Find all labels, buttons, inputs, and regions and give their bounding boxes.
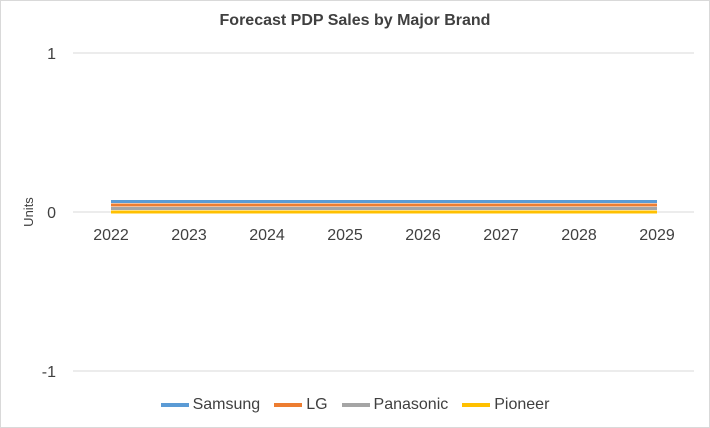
y-tick-label: 1 (47, 46, 56, 63)
legend-label: Samsung (192, 396, 261, 413)
chart-legend: Samsung LG Panasonic Pioneer (0, 394, 710, 416)
y-axis-label: Units (21, 197, 36, 227)
legend-swatch (341, 403, 370, 407)
legend-label: Pioneer (494, 396, 550, 413)
x-tick-label: 2029 (639, 227, 675, 244)
chart-title: Forecast PDP Sales by Major Brand (219, 12, 491, 29)
legend-swatch (274, 403, 303, 407)
legend-item-lg: LG (274, 396, 328, 414)
x-tick-label: 2028 (561, 227, 597, 244)
x-tick-label: 2023 (171, 227, 207, 244)
x-tick-label: 2025 (327, 227, 363, 244)
legend-item-panasonic: Panasonic (341, 396, 449, 414)
legend-label: Panasonic (373, 396, 449, 413)
x-tick-label: 2026 (405, 227, 441, 244)
legend-item-pioneer: Pioneer (462, 396, 549, 414)
x-tick-label: 2027 (483, 227, 519, 244)
y-tick-label: 0 (47, 205, 56, 222)
legend-item-samsung: Samsung (160, 396, 261, 414)
legend-swatch (160, 403, 189, 407)
x-tick-label: 2022 (93, 227, 129, 244)
y-tick-label: -1 (42, 364, 56, 381)
x-tick-label: 2024 (249, 227, 285, 244)
legend-swatch (462, 403, 491, 407)
legend-label: LG (306, 396, 328, 413)
